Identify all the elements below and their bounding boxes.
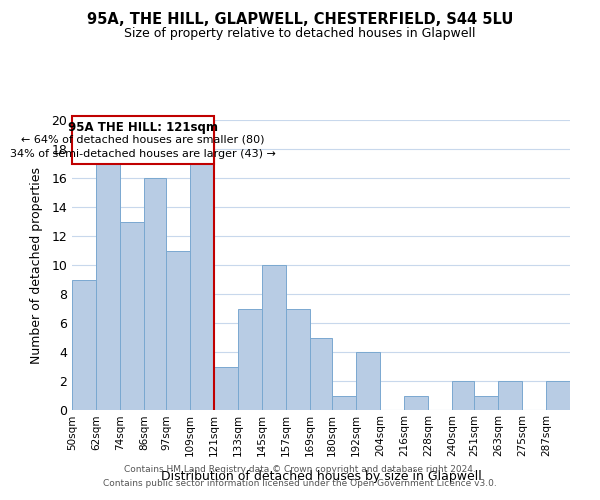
Text: 95A, THE HILL, GLAPWELL, CHESTERFIELD, S44 5LU: 95A, THE HILL, GLAPWELL, CHESTERFIELD, S…: [87, 12, 513, 28]
Text: 95A THE HILL: 121sqm: 95A THE HILL: 121sqm: [68, 122, 218, 134]
Bar: [310, 338, 332, 410]
Text: ← 64% of detached houses are smaller (80): ← 64% of detached houses are smaller (80…: [21, 134, 265, 144]
Bar: [166, 250, 190, 410]
Bar: [238, 308, 262, 410]
Bar: [96, 164, 120, 410]
Bar: [546, 381, 570, 410]
Bar: [144, 178, 166, 410]
Y-axis label: Number of detached properties: Number of detached properties: [30, 166, 43, 364]
Text: Size of property relative to detached houses in Glapwell: Size of property relative to detached ho…: [124, 28, 476, 40]
X-axis label: Distribution of detached houses by size in Glapwell: Distribution of detached houses by size …: [161, 470, 481, 483]
Bar: [214, 366, 238, 410]
Bar: [72, 280, 96, 410]
Bar: [332, 396, 356, 410]
Bar: [120, 222, 144, 410]
Bar: [404, 396, 428, 410]
Bar: [356, 352, 380, 410]
Bar: [498, 381, 522, 410]
Bar: [190, 164, 214, 410]
Bar: [474, 396, 498, 410]
Text: Contains HM Land Registry data © Crown copyright and database right 2024.
Contai: Contains HM Land Registry data © Crown c…: [103, 466, 497, 487]
FancyBboxPatch shape: [72, 116, 214, 164]
Text: 34% of semi-detached houses are larger (43) →: 34% of semi-detached houses are larger (…: [10, 149, 276, 159]
Bar: [262, 265, 286, 410]
Bar: [452, 381, 474, 410]
Bar: [286, 308, 310, 410]
